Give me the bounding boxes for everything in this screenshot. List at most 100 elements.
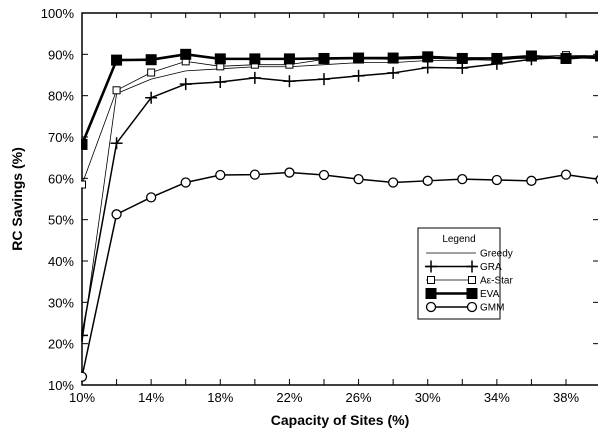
legend-marker <box>466 288 478 299</box>
series-line <box>81 53 598 145</box>
legend-title: Legend <box>442 234 475 245</box>
data-point <box>421 61 434 74</box>
legend: Legend Greedy GRA Aε-Star EVA GMM <box>417 227 513 320</box>
data-point <box>110 137 123 150</box>
x-tick-label: 22% <box>276 390 302 405</box>
data-point <box>318 169 330 181</box>
y-tick-label: 30% <box>48 295 74 310</box>
data-point <box>387 66 400 79</box>
legend-marker <box>425 288 437 299</box>
data-point <box>214 53 226 65</box>
legend-marker <box>425 260 437 273</box>
series-greedy <box>81 56 598 344</box>
data-point <box>111 54 123 66</box>
data-point <box>560 52 572 64</box>
data-point <box>352 69 365 82</box>
x-tick-label: 14% <box>138 390 164 405</box>
plot-area <box>81 12 598 386</box>
x-tick-label: 26% <box>346 390 372 405</box>
legend-item: EVA <box>425 288 500 300</box>
data-point <box>525 50 537 62</box>
legend-marker <box>466 301 478 313</box>
x-tick-label: 34% <box>484 390 510 405</box>
series-line <box>81 171 598 377</box>
data-point <box>111 209 122 220</box>
data-point <box>112 86 121 95</box>
legend-marker <box>427 276 435 284</box>
data-point <box>491 174 503 186</box>
data-point <box>387 177 399 188</box>
legend-marker <box>466 260 478 273</box>
y-tick-label: 20% <box>48 337 74 352</box>
data-point <box>145 192 157 203</box>
data-point <box>147 68 156 77</box>
data-point <box>283 53 295 65</box>
legend-item: GMM <box>425 301 504 314</box>
x-tick-label: 10% <box>69 390 95 405</box>
series-eva <box>81 48 598 150</box>
data-point <box>457 174 468 185</box>
y-tick-label: 80% <box>48 89 74 104</box>
series-a-star <box>81 51 598 189</box>
data-point <box>180 48 192 60</box>
data-point <box>284 167 295 178</box>
series-gmm <box>81 167 598 382</box>
data-point <box>595 50 598 62</box>
data-point <box>491 52 503 64</box>
y-tick-label: 10% <box>48 378 74 393</box>
data-point <box>179 78 192 91</box>
y-tick-label: 70% <box>48 130 74 145</box>
legend-item: Aε-Star <box>426 276 513 287</box>
x-axis: 10% 14% 18% 22% 26% 30% 34% 38% <box>69 13 579 405</box>
data-point <box>215 169 226 181</box>
data-point <box>145 91 158 104</box>
data-point <box>145 54 157 66</box>
data-point <box>560 169 572 180</box>
x-tick-label: 18% <box>207 390 233 405</box>
data-point <box>81 329 88 342</box>
legend-marker <box>425 301 437 313</box>
data-point <box>422 51 434 63</box>
legend-item: GRA <box>425 260 502 273</box>
data-point <box>81 371 88 382</box>
data-point <box>353 52 365 64</box>
x-tick-label: 38% <box>553 390 579 405</box>
series-layer <box>81 48 598 382</box>
y-axis: 10% 20% 30% 40% 50% 60% 70% 80% 90% 100% <box>41 6 598 393</box>
data-point <box>248 71 261 84</box>
legend-label: GMM <box>480 303 504 314</box>
y-tick-label: 60% <box>48 171 74 186</box>
legend-label: Greedy <box>480 249 513 260</box>
data-point <box>81 138 88 150</box>
legend-marker <box>468 276 476 284</box>
y-tick-label: 90% <box>48 47 74 62</box>
legend-label: GRA <box>480 262 502 273</box>
data-point <box>387 52 399 64</box>
y-tick-label: 50% <box>48 213 74 228</box>
data-point <box>249 53 261 65</box>
data-point <box>318 52 330 64</box>
legend-label: Aε-Star <box>480 276 513 287</box>
data-point <box>249 169 261 180</box>
data-point <box>353 174 364 185</box>
data-point <box>283 75 296 88</box>
x-axis-title: Capacity of Sites (%) <box>271 412 409 428</box>
data-point <box>81 180 86 189</box>
data-point <box>318 73 330 86</box>
data-point <box>456 61 469 74</box>
legend-label: EVA <box>480 289 500 300</box>
y-axis-title: RC Savings (%) <box>9 147 25 250</box>
series-line <box>81 56 598 336</box>
data-point <box>422 175 433 186</box>
y-tick-label: 40% <box>48 254 74 269</box>
legend-item: Greedy <box>426 249 513 260</box>
data-point <box>214 76 227 89</box>
data-point <box>526 175 537 186</box>
x-tick-label: 30% <box>415 390 441 405</box>
y-tick-label: 100% <box>41 6 75 21</box>
series-line <box>81 56 598 344</box>
data-point <box>180 177 191 188</box>
data-point <box>456 52 468 64</box>
series-line <box>81 54 598 185</box>
